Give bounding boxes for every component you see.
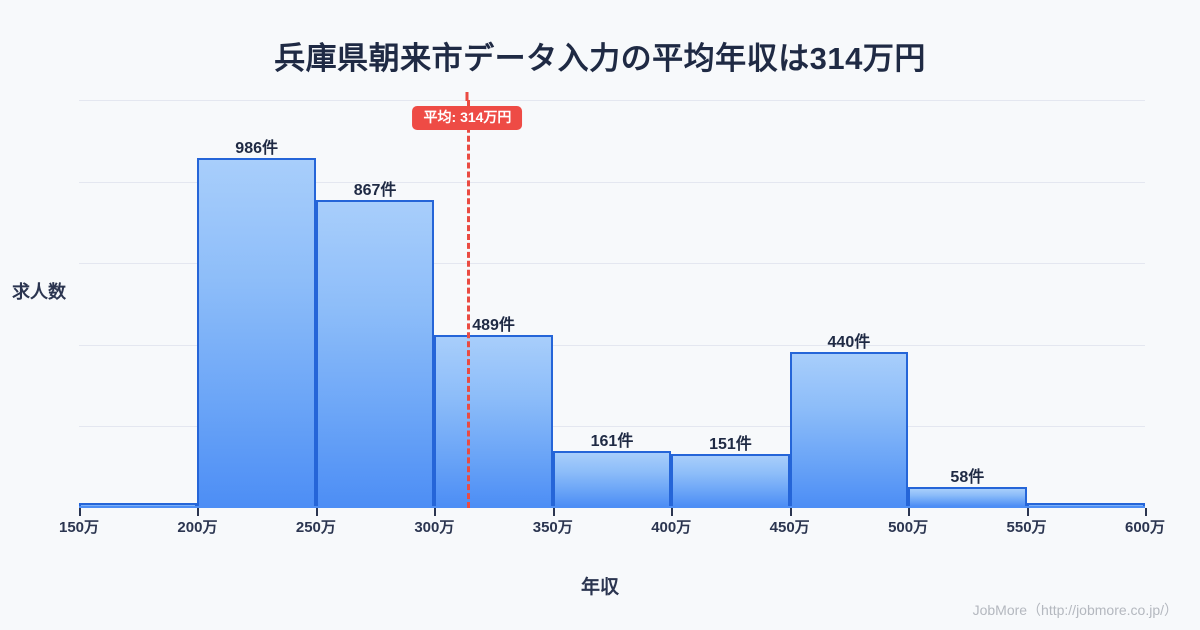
bars-layer xyxy=(79,100,1145,508)
x-axis-tick-label: 250万 xyxy=(295,519,336,536)
mean-dashed-line xyxy=(467,100,471,508)
bar xyxy=(552,450,672,508)
bar-value-label: 151件 xyxy=(709,436,752,454)
gridline xyxy=(79,345,1145,346)
x-axis-tick xyxy=(789,508,792,516)
gridline xyxy=(79,100,1145,101)
bar xyxy=(434,334,553,508)
gridline xyxy=(79,426,1145,427)
x-axis-tick xyxy=(671,508,674,516)
x-axis-title: 年収 xyxy=(580,577,619,598)
x-axis-tick-label: 350万 xyxy=(532,519,573,536)
x-axis-tick-label: 450万 xyxy=(769,519,810,536)
bar-value-label: 440件 xyxy=(827,333,871,351)
gridline xyxy=(79,182,1145,183)
mean-badge-stem xyxy=(465,92,469,101)
x-axis-tick xyxy=(197,508,200,516)
bar-value-label: 986件 xyxy=(235,140,278,158)
x-axis-tick-label: 500万 xyxy=(888,519,929,536)
x-axis-tick xyxy=(1145,508,1147,516)
x-axis-baseline xyxy=(79,506,1145,508)
chart-title: 兵庫県朝来市データ入力の平均年収は314万円 xyxy=(274,41,926,76)
bar-value-label: 489件 xyxy=(472,316,515,334)
bar-value-label: 161件 xyxy=(590,432,634,450)
x-axis-tick-label: 300万 xyxy=(414,519,455,536)
bar-value-label: 867件 xyxy=(353,182,397,200)
x-axis-tick xyxy=(908,508,911,516)
bar xyxy=(789,351,909,508)
x-axis-tick xyxy=(315,508,318,516)
bar xyxy=(908,487,1027,508)
x-axis-tick-label: 600万 xyxy=(1124,519,1166,536)
x-axis-tick-label: 150万 xyxy=(58,519,100,536)
gridline xyxy=(79,263,1145,264)
x-axis-tick-label: 200万 xyxy=(177,519,218,536)
x-axis-tick xyxy=(1026,508,1029,516)
x-axis-tick-label: 550万 xyxy=(1006,519,1047,536)
plot-area xyxy=(79,100,1147,516)
mean-annotation-badge: 平均: 314万円 xyxy=(412,106,523,131)
bar-value-label: 58件 xyxy=(950,469,985,487)
x-axis-tick xyxy=(552,508,555,516)
y-axis-title: 求人数 xyxy=(12,282,66,302)
watermark: JobMore（http://jobmore.co.jp/） xyxy=(972,602,1178,618)
bar xyxy=(315,200,435,508)
bar xyxy=(671,454,790,508)
x-axis-tick xyxy=(79,508,81,516)
x-axis-tick-label: 400万 xyxy=(651,519,692,536)
x-axis-tick xyxy=(434,508,437,516)
bar xyxy=(197,158,316,508)
